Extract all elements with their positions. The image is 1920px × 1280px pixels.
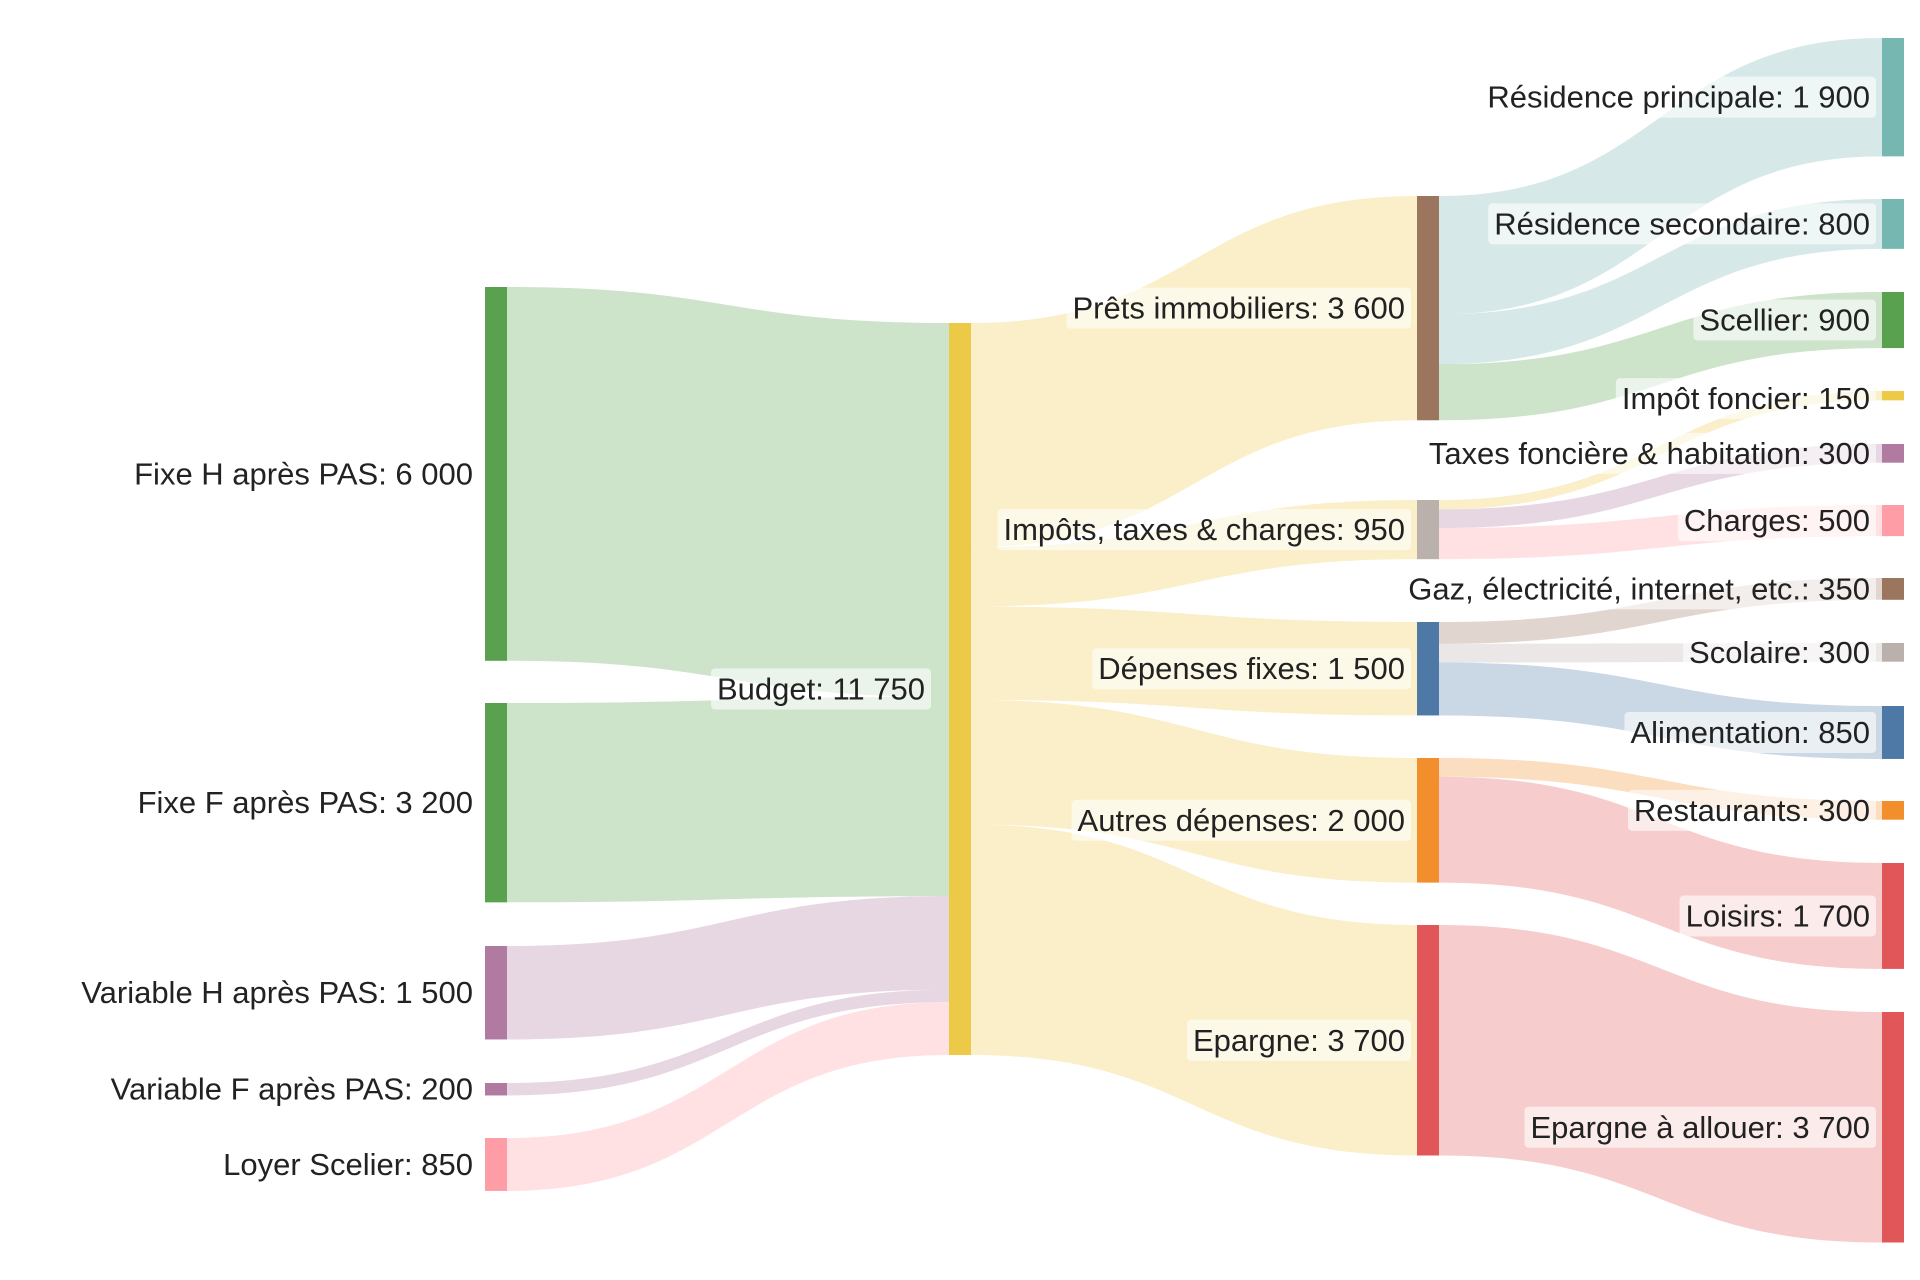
node-bar-impots <box>1417 500 1439 560</box>
node-bar-autres <box>1417 758 1439 883</box>
node-label-group-var_f: Variable F après PAS: 200 <box>111 1072 473 1107</box>
node-label-scolaire: Scolaire: 300 <box>1689 635 1870 670</box>
node-label-background <box>1693 299 1876 341</box>
node-label-background <box>711 668 931 710</box>
node-bar-budget <box>949 323 971 1056</box>
node-bar-loisirs <box>1882 863 1904 969</box>
node-bar-depfixes <box>1417 622 1439 716</box>
node-label-fixe_h: Fixe H après PAS: 6 000 <box>134 456 473 491</box>
node-label-group-epalloc: Epargne à allouer: 3 700 <box>1524 1106 1876 1148</box>
node-label-group-budget: Budget: 11 750 <box>711 668 931 710</box>
node-label-background <box>1186 1019 1411 1061</box>
node-label-background <box>1615 378 1876 420</box>
node-bar-alim <box>1882 706 1904 759</box>
node-label-group-depfixes: Dépenses fixes: 1 500 <box>1092 648 1411 690</box>
node-label-autres: Autres dépenses: 2 000 <box>1078 803 1405 838</box>
node-label-impotf: Impôt foncier: 150 <box>1622 381 1870 416</box>
node-label-group-scolaire: Scolaire: 300 <box>1683 631 1876 673</box>
node-bar-fixe_h <box>485 287 507 661</box>
node-label-group-fixe_h: Fixe H après PAS: 6 000 <box>134 456 473 491</box>
node-label-background <box>997 509 1411 551</box>
node-label-background <box>1524 1106 1876 1148</box>
node-label-impots: Impôts, taxes & charges: 950 <box>1004 512 1406 547</box>
node-label-group-impotf: Impôt foncier: 150 <box>1615 378 1876 420</box>
node-label-group-alim: Alimentation: 850 <box>1624 711 1876 753</box>
link-epargne-to-epalloc <box>1439 925 1882 1243</box>
node-label-group-impots: Impôts, taxes & charges: 950 <box>997 509 1411 551</box>
node-label-epargne: Epargne: 3 700 <box>1193 1023 1405 1058</box>
node-label-background <box>1066 287 1411 329</box>
node-label-background <box>1683 631 1876 673</box>
node-label-group-gaz: Gaz, électricité, internet, etc.: 350 <box>1402 568 1876 610</box>
node-label-prets: Prêts immobiliers: 3 600 <box>1072 291 1405 326</box>
node-bar-taxes <box>1882 444 1904 463</box>
node-bar-epargne <box>1417 925 1439 1156</box>
node-label-group-epargne: Epargne: 3 700 <box>1186 1019 1411 1061</box>
node-label-gaz: Gaz, électricité, internet, etc.: 350 <box>1408 571 1870 606</box>
node-label-background <box>1481 76 1876 118</box>
node-label-group-prets: Prêts immobiliers: 3 600 <box>1066 287 1411 329</box>
node-bar-resto <box>1882 801 1904 820</box>
node-label-group-resto: Restaurants: 300 <box>1627 789 1876 831</box>
node-label-group-rs: Résidence secondaire: 800 <box>1488 203 1876 245</box>
node-label-background <box>1677 500 1876 542</box>
node-bar-charges <box>1882 505 1904 537</box>
node-label-group-loyer: Loyer Scelier: 850 <box>223 1147 473 1182</box>
node-label-background <box>1071 799 1411 841</box>
node-label-fixe_f: Fixe F après PAS: 3 200 <box>138 785 473 820</box>
node-label-var_h: Variable H après PAS: 1 500 <box>81 975 473 1010</box>
node-bar-prets <box>1417 196 1439 421</box>
node-bar-loyer <box>485 1138 507 1191</box>
node-label-rp: Résidence principale: 1 900 <box>1487 80 1870 115</box>
node-label-var_f: Variable F après PAS: 200 <box>111 1072 473 1107</box>
node-bar-scellier <box>1882 292 1904 349</box>
node-label-group-var_h: Variable H après PAS: 1 500 <box>81 975 473 1010</box>
node-label-group-taxes: Taxes foncière & habitation: 300 <box>1422 432 1876 474</box>
node-label-background <box>1422 432 1876 474</box>
sankey-nodes <box>485 38 1904 1243</box>
node-label-background <box>1488 203 1876 245</box>
node-label-group-scellier: Scellier: 900 <box>1693 299 1876 341</box>
node-label-budget: Budget: 11 750 <box>717 672 925 707</box>
node-label-background <box>1679 895 1876 937</box>
node-bar-scolaire <box>1882 643 1904 662</box>
node-label-loyer: Loyer Scelier: 850 <box>223 1147 473 1182</box>
node-label-epalloc: Epargne à allouer: 3 700 <box>1530 1110 1870 1145</box>
node-bar-var_f <box>485 1083 507 1096</box>
node-bar-rp <box>1882 38 1904 157</box>
node-bar-epalloc <box>1882 1012 1904 1243</box>
node-label-loisirs: Loisirs: 1 700 <box>1686 898 1870 933</box>
link-var_h-to-budget <box>507 896 949 1040</box>
link-var_f-to-budget <box>507 989 949 1096</box>
node-label-alim: Alimentation: 850 <box>1630 715 1870 750</box>
node-label-background <box>1092 648 1411 690</box>
node-label-resto: Restaurants: 300 <box>1634 793 1870 828</box>
link-fixe_h-to-budget <box>507 287 949 697</box>
node-label-group-rp: Résidence principale: 1 900 <box>1481 76 1876 118</box>
node-label-background <box>1627 789 1876 831</box>
link-loyer-to-budget <box>507 1002 949 1191</box>
sankey-labels: Fixe H après PAS: 6 000 Fixe F après PAS:… <box>81 76 1876 1182</box>
node-bar-impotf <box>1882 391 1904 401</box>
node-label-charges: Charges: 500 <box>1684 503 1870 538</box>
node-bar-gaz <box>1882 578 1904 600</box>
node-label-group-fixe_f: Fixe F après PAS: 3 200 <box>138 785 473 820</box>
node-label-group-charges: Charges: 500 <box>1677 500 1876 542</box>
node-label-rs: Résidence secondaire: 800 <box>1494 206 1870 241</box>
node-bar-var_h <box>485 946 507 1040</box>
node-label-group-autres: Autres dépenses: 2 000 <box>1071 799 1411 841</box>
link-fixe_f-to-budget <box>507 696 949 903</box>
node-label-scellier: Scellier: 900 <box>1699 303 1870 338</box>
link-budget-to-epargne <box>971 824 1417 1156</box>
node-label-depfixes: Dépenses fixes: 1 500 <box>1098 651 1405 686</box>
node-label-background <box>1624 711 1876 753</box>
link-budget-to-prets <box>971 196 1417 548</box>
node-bar-fixe_f <box>485 703 507 903</box>
node-label-background <box>1402 568 1876 610</box>
node-label-taxes: Taxes foncière & habitation: 300 <box>1429 436 1870 471</box>
node-label-group-loisirs: Loisirs: 1 700 <box>1679 895 1876 937</box>
node-bar-rs <box>1882 199 1904 249</box>
